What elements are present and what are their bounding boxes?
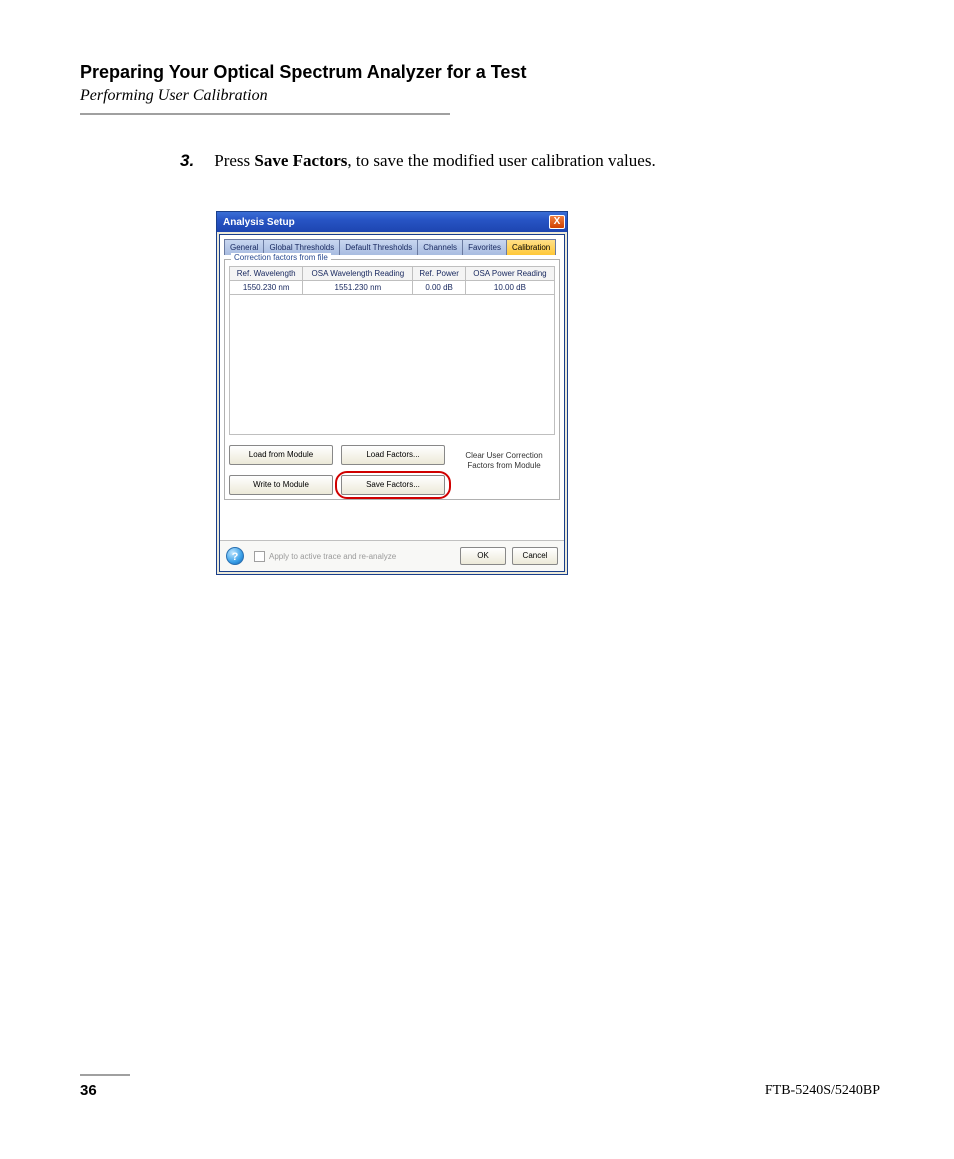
load-from-module-button[interactable]: Load from Module <box>229 445 333 465</box>
close-button[interactable]: X <box>549 215 565 229</box>
cell-osa-power: 10.00 dB <box>465 281 554 295</box>
model-label: FTB-5240S/5240BP <box>765 1083 880 1099</box>
step-suffix: , to save the modified user calibration … <box>347 151 655 170</box>
help-icon[interactable]: ? <box>226 547 244 565</box>
clear-factors-label[interactable]: Clear User Correction Factors from Modul… <box>453 445 555 472</box>
tab-favorites[interactable]: Favorites <box>462 239 507 255</box>
table-header-row: Ref. Wavelength OSA Wavelength Reading R… <box>230 267 555 281</box>
button-row: Load from Module Write to Module Load Fa… <box>229 445 555 495</box>
apply-label: Apply to active trace and re-analyze <box>269 552 396 561</box>
col-osa-wavelength: OSA Wavelength Reading <box>303 267 413 281</box>
tab-channels[interactable]: Channels <box>417 239 463 255</box>
page-number: 36 <box>80 1082 97 1099</box>
load-factors-button[interactable]: Load Factors... <box>341 445 445 465</box>
dialog-titlebar: Analysis Setup X <box>217 212 567 232</box>
group-label: Correction factors from file <box>231 253 331 262</box>
factors-table: Ref. Wavelength OSA Wavelength Reading R… <box>229 266 555 295</box>
tab-default-thresholds[interactable]: Default Thresholds <box>339 239 418 255</box>
apply-checkbox-wrap[interactable]: Apply to active trace and re-analyze <box>254 551 396 562</box>
heading-rule <box>80 113 450 115</box>
apply-checkbox[interactable] <box>254 551 265 562</box>
analysis-setup-dialog: Analysis Setup X General Global Threshol… <box>216 211 568 575</box>
ok-button[interactable]: OK <box>460 547 506 565</box>
table-row[interactable]: 1550.230 nm 1551.230 nm 0.00 dB 10.00 dB <box>230 281 555 295</box>
page-subheading: Performing User Calibration <box>80 87 880 105</box>
dialog-body: General Global Thresholds Default Thresh… <box>219 234 565 572</box>
save-factors-button[interactable]: Save Factors... <box>341 475 445 495</box>
dialog-footer: ? Apply to active trace and re-analyze O… <box>220 540 564 571</box>
page-footer: 36 FTB-5240S/5240BP <box>80 1082 880 1099</box>
cell-osa-wavelength: 1551.230 nm <box>303 281 413 295</box>
step-number: 3. <box>180 151 210 171</box>
dialog-title: Analysis Setup <box>223 217 295 228</box>
table-empty-area <box>229 295 555 435</box>
cancel-button[interactable]: Cancel <box>512 547 558 565</box>
correction-factors-group: Correction factors from file Ref. Wavele… <box>224 259 560 500</box>
cell-ref-wavelength: 1550.230 nm <box>230 281 303 295</box>
step-bold: Save Factors <box>254 151 347 170</box>
col-ref-wavelength: Ref. Wavelength <box>230 267 303 281</box>
cell-ref-power: 0.00 dB <box>413 281 466 295</box>
write-to-module-button[interactable]: Write to Module <box>229 475 333 495</box>
page-heading: Preparing Your Optical Spectrum Analyzer… <box>80 62 880 83</box>
col-ref-power: Ref. Power <box>413 267 466 281</box>
footer-rule <box>80 1074 130 1076</box>
step-3: 3. Press Save Factors, to save the modif… <box>180 151 880 171</box>
tab-calibration[interactable]: Calibration <box>506 239 556 255</box>
step-prefix: Press <box>214 151 254 170</box>
col-osa-power: OSA Power Reading <box>465 267 554 281</box>
step-text: Press Save Factors, to save the modified… <box>214 151 655 170</box>
